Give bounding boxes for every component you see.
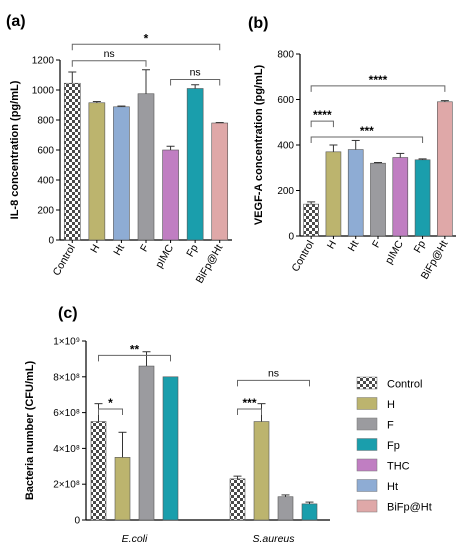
bar-h <box>325 151 342 237</box>
x-tick-label: Control <box>289 239 316 274</box>
x-tick-label: F <box>370 239 384 251</box>
bar-fp-saureus <box>301 503 318 521</box>
y-tick-label: 600 <box>277 95 294 106</box>
chart-c: 0 2×10⁸ 4×10⁸ 6×10⁸ 8×10⁸ 1×10⁹ E.coli S.aureus… <box>24 337 330 545</box>
x-tick-label: F <box>138 243 152 255</box>
bar-f-ecoli <box>138 365 155 521</box>
legend-swatch-thc <box>356 458 378 472</box>
panel-c-label: (c) <box>58 305 78 322</box>
y-tick-label: 400 <box>37 176 54 187</box>
legend-label: Fp <box>387 440 400 452</box>
panel-a-label: (a) <box>6 13 26 30</box>
x-tick-label: Ht <box>346 238 362 253</box>
x-tick-label: Fp <box>184 242 201 259</box>
legend-swatch-bifpht <box>356 499 378 513</box>
legend-label: F <box>387 420 394 432</box>
bar-ht <box>113 106 130 241</box>
significance-label: ns <box>190 67 201 79</box>
bar-h <box>88 102 106 241</box>
y-tick-label: 6×10⁸ <box>53 408 80 419</box>
bar-f <box>370 162 386 237</box>
legend-label: Control <box>387 379 422 391</box>
bar-h-ecoli <box>114 457 131 521</box>
x-tick-label: Ht <box>111 242 127 257</box>
y-tick-label: 2×10⁸ <box>53 480 80 491</box>
bar-pimc <box>392 157 409 237</box>
significance-bracket <box>98 408 123 416</box>
legend-swatch-f <box>356 417 378 431</box>
y-axis-title: Bacteria number (CFU/mL) <box>24 360 36 500</box>
x-tick-label: H <box>325 239 339 252</box>
bar-f-saureus <box>277 496 294 521</box>
y-tick-label: 0 <box>288 232 294 243</box>
significance-label: ns <box>104 48 115 60</box>
x-tick-label: pIMC <box>383 238 406 266</box>
significance-bracket <box>310 136 424 144</box>
significance-label: *** <box>360 124 374 138</box>
y-tick-label: 1×10⁹ <box>53 337 80 348</box>
legend-swatch-fp <box>356 438 378 451</box>
bar-fp <box>186 88 204 241</box>
bar-pimc <box>162 149 179 241</box>
legend-swatch-ht <box>356 479 378 492</box>
legend-swatch-h <box>356 397 378 410</box>
bar-fp-ecoli <box>162 376 179 521</box>
significance-bracket <box>310 85 446 92</box>
legend-label: BiFp@Ht <box>387 502 432 514</box>
significance-bracket <box>310 120 334 128</box>
y-axis-title: VEGF-A concentration (pg/mL) <box>253 65 265 226</box>
bar-control <box>303 203 319 237</box>
y-tick-label: 0 <box>48 236 54 247</box>
legend-swatch-control <box>356 376 378 390</box>
significance-label: ns <box>268 367 279 379</box>
y-tick-label: 600 <box>37 146 54 157</box>
bar-control <box>63 82 81 241</box>
panel-b-label: (b) <box>248 15 268 32</box>
x-tick-label: Fp <box>412 238 429 255</box>
significance-bracket <box>170 79 221 86</box>
significance-label: *** <box>242 396 256 410</box>
bar-ht <box>347 149 364 237</box>
bar-bifpht <box>211 122 229 241</box>
x-tick-label: Control <box>51 243 78 278</box>
significance-bracket <box>98 354 171 362</box>
significance-label: **** <box>313 108 332 122</box>
y-tick-label: 800 <box>277 50 294 61</box>
y-tick-label: 200 <box>277 186 294 197</box>
bar-f <box>137 93 155 241</box>
y-tick-label: 0 <box>74 516 80 527</box>
legend-label: Ht <box>387 481 398 493</box>
bar-bifpht <box>437 101 453 237</box>
y-tick-label: 800 <box>37 116 54 127</box>
y-tick-label: 8×10⁸ <box>53 372 80 383</box>
group-label-ecoli: E.coli <box>122 533 148 545</box>
y-axis-title: IL-8 concentration (pg/mL) <box>9 80 21 219</box>
bar-fp <box>414 159 431 237</box>
x-tick-label: pIMC <box>153 242 176 270</box>
y-tick-label: 1000 <box>32 86 55 97</box>
legend-label: H <box>387 399 395 411</box>
group-label-saureus: S.aureus <box>252 533 295 545</box>
significance-label: ** <box>130 342 140 356</box>
significance-label: **** <box>369 73 388 87</box>
significance-label: * <box>108 396 113 410</box>
y-tick-label: 400 <box>277 141 294 152</box>
legend: Control HF Fp THC Ht BiFp@Ht <box>356 376 432 514</box>
significance-bracket <box>71 60 147 67</box>
bar-control-ecoli <box>90 421 107 521</box>
bar-h-saureus <box>253 421 270 521</box>
legend-label: THC <box>387 461 410 473</box>
y-tick-label: 4×10⁸ <box>53 444 80 455</box>
y-tick-label: 200 <box>37 206 54 217</box>
bar-control-saureus <box>229 478 246 521</box>
y-tick-label: 1200 <box>32 56 55 67</box>
significance-bracket <box>237 379 310 387</box>
significance-bracket <box>71 43 221 51</box>
x-tick-label: H <box>88 243 102 256</box>
significance-label: * <box>144 31 149 45</box>
significance-bracket <box>237 408 262 416</box>
